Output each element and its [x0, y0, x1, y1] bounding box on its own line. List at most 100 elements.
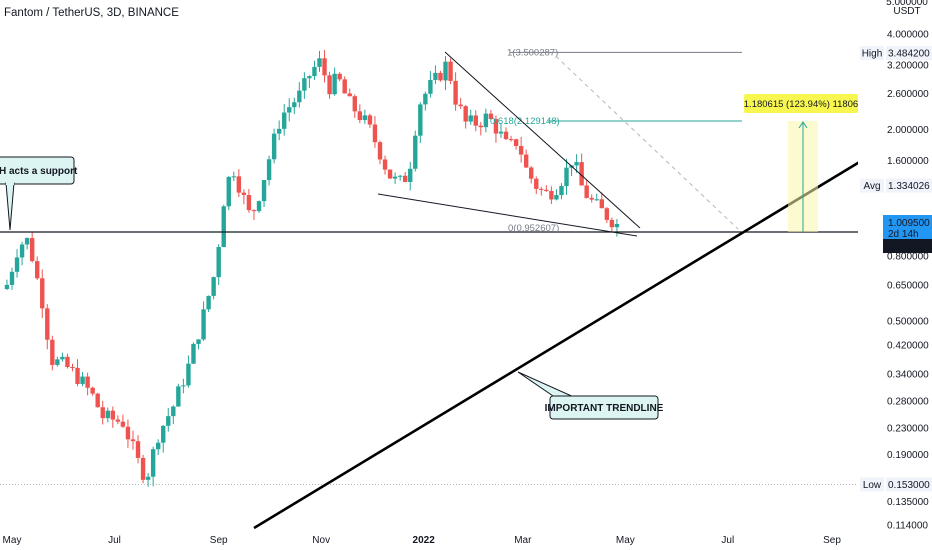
- candle: [211, 276, 216, 300]
- candle: [377, 140, 383, 165]
- candle: [9, 267, 15, 290]
- measure-arrow-head: [798, 121, 808, 129]
- candle: [317, 50, 322, 72]
- candle: [518, 136, 524, 163]
- candle-body: [105, 410, 110, 419]
- candle: [196, 339, 201, 350]
- candle-body: [564, 167, 569, 187]
- important-trendline: [253, 144, 887, 530]
- level-price-bg: [883, 239, 932, 254]
- candle-body: [453, 80, 458, 105]
- candle-body: [196, 339, 201, 344]
- candle: [216, 244, 221, 285]
- candle: [463, 104, 468, 129]
- candle-body: [322, 58, 327, 76]
- measure-label: 1.180615 (123.94%) 11806: [744, 99, 858, 110]
- low-marker-bg: [886, 477, 932, 492]
- candle-body: [488, 113, 494, 120]
- candle: [166, 407, 171, 432]
- trendline-note: IMPORTANT TRENDLINE: [545, 403, 664, 414]
- y-tick-label: 0.500000: [887, 316, 929, 327]
- candle: [90, 386, 95, 396]
- candle: [45, 304, 50, 350]
- candle-body: [55, 359, 60, 365]
- candle-body: [478, 125, 484, 128]
- candle: [14, 249, 20, 278]
- candle: [95, 392, 100, 408]
- candle: [80, 372, 85, 387]
- x-tick-label: Jul: [721, 535, 734, 546]
- trendline-note-box: [549, 395, 659, 420]
- candle-body: [19, 244, 25, 258]
- candle: [327, 71, 332, 99]
- candle-body: [594, 199, 599, 201]
- candle-body: [9, 271, 15, 285]
- candle: [372, 116, 378, 148]
- candle: [261, 179, 267, 208]
- candle-body: [60, 356, 65, 360]
- candle: [413, 130, 418, 172]
- high-marker-label: 3.484200: [888, 49, 930, 60]
- candle-body: [302, 78, 307, 91]
- candle-body: [181, 385, 186, 387]
- candle-body: [110, 410, 116, 420]
- candle: [60, 352, 65, 362]
- avg-marker-bg: [886, 178, 932, 193]
- level-price-label: 0.952607: [888, 242, 930, 253]
- candle: [438, 70, 443, 82]
- candle: [362, 109, 368, 124]
- candle-body: [539, 188, 544, 190]
- candle: [397, 174, 403, 181]
- candle: [322, 49, 327, 83]
- candle: [241, 189, 247, 205]
- candle-body: [206, 295, 211, 310]
- fib-level-0-label: 0(0.952607): [508, 223, 559, 234]
- candle-body: [604, 208, 610, 220]
- price-axis-background: [858, 0, 932, 550]
- candle: [4, 279, 10, 291]
- candle: [312, 60, 317, 80]
- candle-body: [125, 426, 131, 440]
- candle-body: [35, 261, 40, 279]
- candle-body: [402, 175, 408, 182]
- y-tick-label: 0.800000: [887, 252, 929, 263]
- candle-body: [589, 197, 594, 200]
- candle: [549, 186, 554, 204]
- candle: [478, 121, 484, 136]
- candle-body: [271, 133, 277, 160]
- candle-body: [150, 449, 156, 477]
- candle: [483, 108, 489, 133]
- candle-body: [503, 131, 509, 140]
- candle: [408, 161, 413, 191]
- candle-body: [50, 339, 55, 365]
- candle: [382, 155, 388, 175]
- candle: [488, 109, 494, 120]
- candle-body: [24, 238, 30, 245]
- candle: [50, 335, 55, 371]
- last-price-countdown: 2d 14h: [888, 229, 919, 240]
- candle-body: [80, 376, 85, 384]
- candle: [130, 430, 136, 450]
- high-marker-bg: [886, 46, 932, 61]
- candle-body: [483, 113, 489, 128]
- candle-body: [534, 178, 539, 189]
- candle: [503, 127, 509, 140]
- low-marker-label: 0.153000: [888, 480, 930, 491]
- candle: [418, 102, 423, 143]
- candle-body: [448, 61, 453, 81]
- chart-title: Fantom / TetherUS, 3D, BINANCE: [4, 7, 179, 19]
- candle: [282, 104, 287, 136]
- candle: [534, 176, 539, 195]
- last-price-bg: [883, 215, 932, 241]
- candle: [387, 169, 393, 180]
- candle: [458, 97, 463, 109]
- candle-body: [166, 416, 171, 426]
- candle: [599, 192, 604, 209]
- candle-body: [161, 425, 166, 443]
- candle-body: [45, 308, 50, 340]
- fib-level-0618-label: 0.618(2.129148): [490, 116, 560, 127]
- candle-body: [523, 154, 529, 168]
- candle: [539, 186, 544, 196]
